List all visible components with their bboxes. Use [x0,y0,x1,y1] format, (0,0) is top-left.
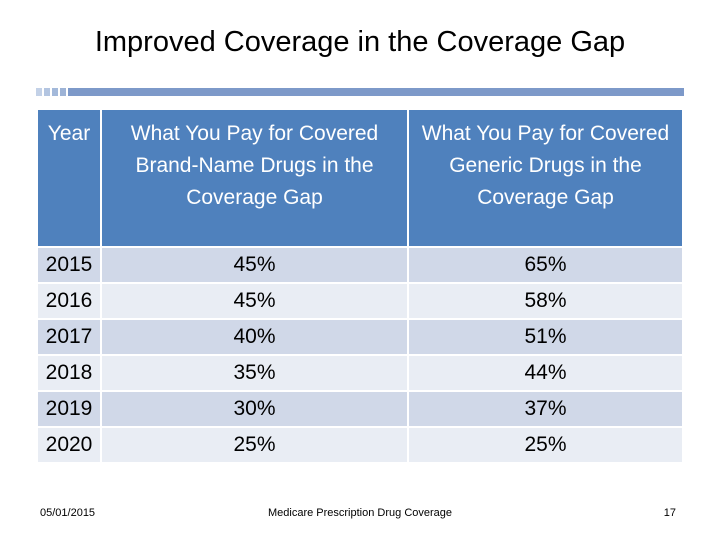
footer-center-text: Medicare Prescription Drug Coverage [267,507,453,519]
table-row: 2020 25% 25% [36,426,684,464]
table-row: 2017 40% 51% [36,318,684,356]
year-cell: 2020 [36,426,102,464]
generic-cell: 44% [407,354,684,392]
year-cell: 2018 [36,354,102,392]
year-cell: 2017 [36,318,102,356]
generic-cell: 51% [407,318,684,356]
footer-page-number: 17 [663,507,676,519]
brand-cell: 45% [100,246,409,284]
generic-cell: 37% [407,390,684,428]
brand-cell: 40% [100,318,409,356]
year-cell: 2015 [36,246,102,284]
brand-cell: 25% [100,426,409,464]
year-cell: 2016 [36,282,102,320]
table-row: 2016 45% 58% [36,282,684,320]
table-row: 2018 35% 44% [36,354,684,392]
coverage-table: Year What You Pay for Covered Brand-Name… [36,108,684,464]
slide-title: Improved Coverage in the Coverage Gap [94,26,626,58]
accent-line [68,88,684,96]
generic-cell: 25% [407,426,684,464]
generic-cell: 58% [407,282,684,320]
table-header-row: Year What You Pay for Covered Brand-Name… [36,108,684,248]
header-brand-name: What You Pay for Covered Brand-Name Drug… [100,108,409,248]
title-accent-bar [36,88,684,96]
header-generic: What You Pay for Covered Generic Drugs i… [407,108,684,248]
table-row: 2015 45% 65% [36,246,684,284]
header-year: Year [36,108,102,248]
brand-cell: 30% [100,390,409,428]
year-cell: 2019 [36,390,102,428]
brand-cell: 35% [100,354,409,392]
generic-cell: 65% [407,246,684,284]
brand-cell: 45% [100,282,409,320]
accent-squares [36,88,66,96]
table-row: 2019 30% 37% [36,390,684,428]
footer-date: 05/01/2015 [40,507,96,519]
